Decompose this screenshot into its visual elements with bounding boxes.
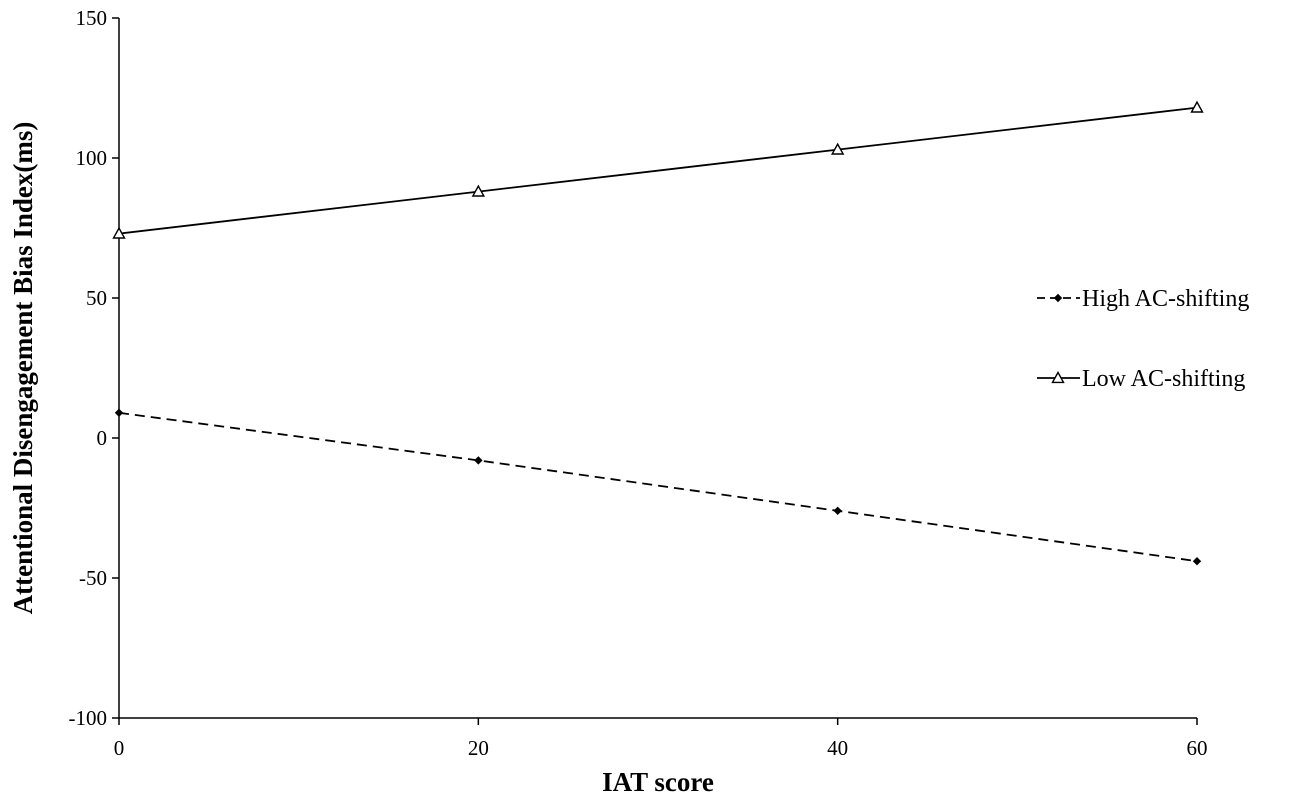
y-tick-label: 100 (76, 146, 108, 170)
y-tick-label: 50 (86, 286, 107, 310)
series-low-ac-shifting (112, 100, 1204, 239)
legend-label: High AC-shifting (1082, 286, 1249, 312)
legend-swatch-marker (1053, 293, 1063, 303)
y-tick-label: 0 (97, 426, 108, 450)
y-tick-label: -50 (79, 566, 107, 590)
legend-item: Low AC-shifting (1037, 366, 1245, 392)
legend-item: High AC-shifting (1037, 286, 1249, 312)
data-point (114, 408, 124, 418)
x-axis-title: IAT score (602, 767, 714, 797)
data-point (830, 142, 845, 155)
x-tick-label: 0 (114, 736, 125, 760)
y-tick-label: 150 (76, 6, 108, 30)
series-high-ac-shifting (114, 408, 1202, 566)
y-tick-label: -100 (69, 706, 108, 730)
legend-label: Low AC-shifting (1082, 366, 1245, 392)
y-axis-title: Attentional Disengagement Bias Index(ms) (8, 122, 38, 615)
legend-swatch-marker (1051, 371, 1065, 384)
series-line (118, 106, 1198, 235)
series-layer (112, 100, 1204, 566)
data-point (833, 506, 842, 516)
x-tick-label: 40 (827, 736, 848, 760)
legend: High AC-shifting Low AC-shifting (1037, 286, 1249, 392)
axes: -100 -50 0 50 100 150 0 20 40 60 (69, 6, 1208, 760)
data-point (112, 226, 126, 239)
x-tick-label: 60 (1187, 736, 1208, 760)
data-point (1190, 100, 1204, 113)
data-point (1192, 556, 1202, 566)
data-point (471, 184, 486, 197)
data-point (474, 456, 483, 465)
series-line (118, 411, 1198, 563)
x-tick-label: 20 (468, 736, 489, 760)
